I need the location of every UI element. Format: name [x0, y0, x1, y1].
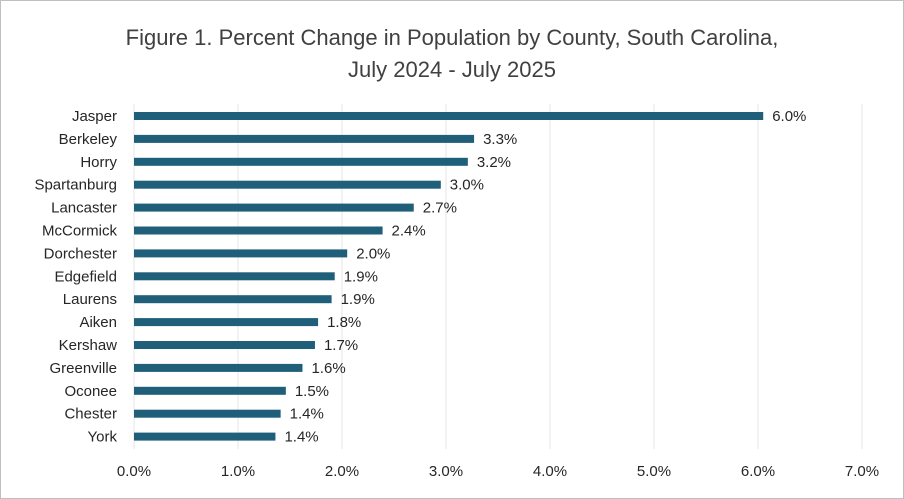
x-tick-label: 7.0%	[845, 463, 879, 480]
data-label: 1.8%	[327, 314, 361, 331]
category-label: Horry	[80, 154, 117, 171]
data-label: 3.3%	[483, 131, 517, 148]
bars	[134, 112, 764, 441]
data-label: 1.7%	[324, 337, 358, 354]
data-label: 1.6%	[311, 360, 345, 377]
bar	[134, 249, 348, 258]
bar	[134, 134, 475, 143]
x-axis-ticks: 0.0% 1.0% 2.0% 3.0% 4.0% 5.0% 6.0% 7.0%	[117, 463, 879, 480]
category-label: Lancaster	[51, 200, 117, 217]
bar	[134, 112, 764, 120]
category-label: McCormick	[42, 223, 117, 240]
bar	[134, 226, 383, 235]
x-tick-label: 0.0%	[117, 463, 151, 480]
x-tick-label: 3.0%	[429, 463, 463, 480]
bar	[134, 432, 276, 441]
bar	[134, 157, 468, 166]
data-label: 2.0%	[356, 245, 390, 262]
x-tick-label: 1.0%	[221, 463, 255, 480]
category-label: Edgefield	[54, 268, 117, 285]
category-label: Chester	[64, 406, 117, 423]
category-label: Greenville	[49, 360, 117, 377]
bar	[134, 272, 335, 281]
data-label: 1.5%	[295, 383, 329, 400]
x-tick-label: 2.0%	[325, 463, 359, 480]
data-label: 1.9%	[344, 268, 378, 285]
bar	[134, 409, 281, 418]
x-tick-label: 6.0%	[741, 463, 775, 480]
data-label: 1.4%	[284, 429, 318, 446]
bar	[134, 341, 315, 349]
chart-subtitle: July 2024 - July 2025	[348, 57, 556, 82]
data-label: 2.4%	[392, 223, 426, 240]
data-label: 3.2%	[477, 154, 511, 171]
bar	[134, 203, 414, 212]
x-tick-label: 5.0%	[637, 463, 671, 480]
bar	[134, 295, 332, 304]
category-label: Berkeley	[59, 131, 118, 148]
bar	[134, 386, 286, 395]
data-label: 1.4%	[290, 406, 324, 423]
bar	[134, 180, 441, 189]
category-label: Spartanburg	[34, 177, 117, 194]
category-label: Oconee	[64, 383, 117, 400]
data-label: 3.0%	[450, 177, 484, 194]
category-label: Aiken	[79, 314, 117, 331]
category-label: Dorchester	[44, 245, 117, 262]
category-label: Jasper	[72, 108, 117, 125]
category-label: Kershaw	[59, 337, 118, 354]
x-tick-label: 4.0%	[533, 463, 567, 480]
category-labels: Jasper Berkeley Horry Spartanburg Lancaster M…	[34, 108, 117, 446]
category-label: York	[88, 429, 118, 446]
data-label: 6.0%	[772, 108, 806, 125]
category-label: Laurens	[63, 291, 117, 308]
data-labels: 6.0% 3.3% 3.2% 3.0% 2.7% 2.4%2.0% 1.9% 1.9% 1.8%…	[284, 108, 806, 446]
data-label: 1.9%	[341, 291, 375, 308]
bar	[134, 363, 303, 372]
bar	[134, 318, 319, 327]
data-label: 2.7%	[423, 200, 457, 217]
chart-title: Figure 1. Percent Change in Population b…	[126, 25, 779, 50]
